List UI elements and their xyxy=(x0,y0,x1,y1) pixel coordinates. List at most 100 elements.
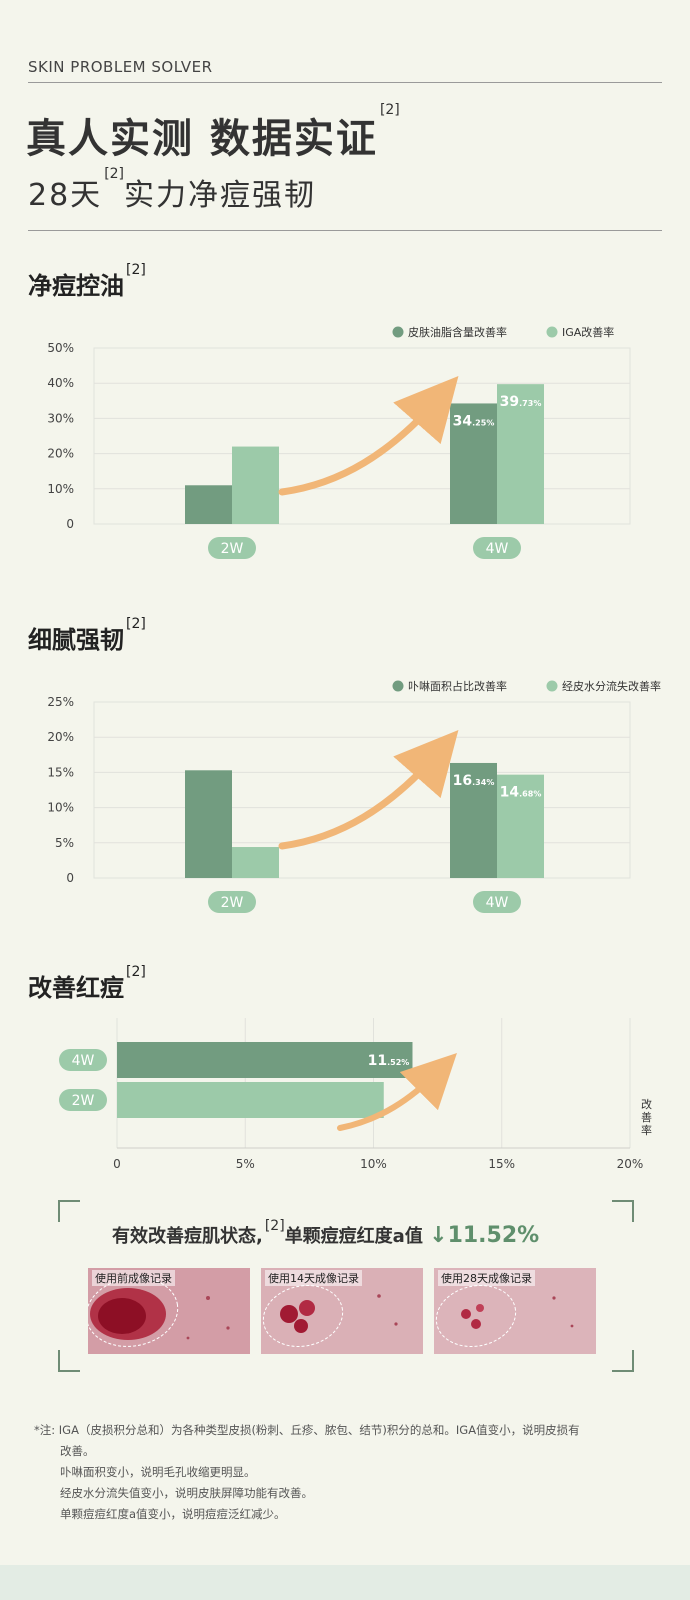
summary-value: 11.52% xyxy=(447,1223,540,1248)
red-acne-xtick: 0 xyxy=(113,1157,121,1171)
red-acne-ylabel: 改善率 xyxy=(641,1097,652,1137)
section-ref: [2] xyxy=(126,616,146,632)
headline-text: 真人实测 数据实证 xyxy=(26,116,378,162)
subhead-days: 28天 xyxy=(28,178,103,213)
red-acne-trend-arrow xyxy=(337,1053,457,1131)
page-title: 真人实测 数据实证[2] xyxy=(26,102,400,164)
oil-acne-ytick: 50% xyxy=(47,341,74,355)
oil-acne-bar xyxy=(497,384,544,524)
photo-14d-label: 使用14天成像记录 xyxy=(265,1270,362,1286)
footnotes: *注: IGA（皮损积分总和）为各种类型皮损(粉刺、丘疹、脓包、结节)积分的总和… xyxy=(34,1420,580,1525)
oil-acne-bar xyxy=(232,446,279,524)
oil-acne-ytick: 0 xyxy=(66,517,74,531)
oil-acne-legend-swatch xyxy=(546,326,558,338)
red-acne-xtick: 20% xyxy=(617,1157,644,1171)
oil-acne-category-pill xyxy=(208,537,256,559)
oil-acne-ytick: 20% xyxy=(47,447,74,461)
fine-strong-data-label: 14.68% xyxy=(500,785,542,801)
oil-acne-category-label: 4W xyxy=(486,541,509,557)
fine-strong-chart: 05%10%15%20%25%2W16.34%14.68%4W卟啉面积占比改善率… xyxy=(47,679,661,913)
bracket-top-right xyxy=(612,1200,634,1222)
summary-line: 有效改善痘肌状态, [2]单颗痘痘红度a值 ↓11.52% xyxy=(112,1218,540,1248)
red-acne-category-label: 4W xyxy=(72,1053,95,1069)
fine-strong-category-label: 2W xyxy=(221,895,244,911)
summary-text: 有效改善痘肌状态, xyxy=(112,1226,263,1247)
section-ref: [2] xyxy=(126,262,146,278)
oil-acne-ytick: 30% xyxy=(47,411,74,425)
oil-acne-bar xyxy=(185,485,232,524)
top-rule xyxy=(28,82,662,83)
header-rule xyxy=(28,230,662,231)
fine-strong-bar xyxy=(497,774,544,878)
fine-strong-category-pill xyxy=(473,891,521,913)
red-acne-xtick: 5% xyxy=(236,1157,255,1171)
oil-acne-trend-arrow xyxy=(278,375,459,496)
brand-label: SKIN PROBLEM SOLVER xyxy=(28,58,213,76)
fine-strong-ytick: 10% xyxy=(47,801,74,815)
bracket-bottom-right xyxy=(612,1350,634,1372)
page-subtitle: 28天[2]实力净痘强韧 xyxy=(28,166,317,214)
bracket-bottom-left xyxy=(58,1350,80,1372)
red-acne-bar xyxy=(117,1082,384,1118)
note-tewl: 经皮水分流失值变小，说明皮肤屏障功能有改善。 xyxy=(60,1486,313,1500)
section-title-acne-oil: 净痘控油[2] xyxy=(28,262,146,301)
red-acne-category-label: 2W xyxy=(72,1093,95,1109)
oil-acne-ytick: 40% xyxy=(47,376,74,390)
section-ref: [2] xyxy=(126,964,146,980)
oil-acne-category-pill xyxy=(473,537,521,559)
oil-acne-chart: 010%20%30%40%50%2W34.25%39.73%4W皮肤油脂含量改善… xyxy=(47,325,631,559)
red-acne-xtick: 10% xyxy=(360,1157,387,1171)
note-iga: *注: IGA（皮损积分总和）为各种类型皮损(粉刺、丘疹、脓包、结节)积分的总和… xyxy=(34,1423,580,1437)
section-title-text: 细腻强韧 xyxy=(28,626,124,654)
section-title-text: 净痘控油 xyxy=(28,272,124,300)
fine-strong-ytick: 25% xyxy=(47,695,74,709)
section-title-fine-strong: 细腻强韧[2] xyxy=(28,616,146,655)
fine-strong-legend-label: 经皮水分流失改善率 xyxy=(562,679,661,693)
summary-text2: 单颗痘痘红度a值 xyxy=(284,1226,423,1247)
note-redness: 单颗痘痘红度a值变小，说明痘痘泛红减少。 xyxy=(60,1507,286,1521)
bracket-top-left xyxy=(58,1200,80,1222)
oil-acne-data-label: 39.73% xyxy=(500,394,542,410)
oil-acne-legend-label: IGA改善率 xyxy=(562,325,614,339)
red-acne-xtick: 15% xyxy=(488,1157,515,1171)
fine-strong-plot-frame xyxy=(93,701,631,879)
note-iga-cont: 改善。 xyxy=(60,1444,95,1458)
oil-acne-legend-swatch xyxy=(392,326,404,338)
fine-strong-bar xyxy=(232,847,279,878)
headline-ref: [2] xyxy=(379,102,400,118)
photo-before: 使用前成像记录 xyxy=(88,1268,250,1354)
fine-strong-ytick: 20% xyxy=(47,730,74,744)
red-acne-chart: 0 5% 10% 15% 20% 11.52% 4W 2W 改善率 xyxy=(59,1018,652,1171)
oil-acne-legend-label: 皮肤油脂含量改善率 xyxy=(408,325,507,339)
photo-14d: 使用14天成像记录 xyxy=(261,1268,423,1354)
fine-strong-legend-swatch xyxy=(392,680,404,692)
fine-strong-ytick: 5% xyxy=(55,836,74,850)
subhead-text: 实力净痘强韧 xyxy=(124,178,317,213)
oil-acne-plot-frame xyxy=(93,347,631,525)
fine-strong-bar xyxy=(185,770,232,878)
fine-strong-legend-swatch xyxy=(546,680,558,692)
fine-strong-trend-arrow xyxy=(278,729,459,850)
red-acne-data-label: 11.52% xyxy=(368,1053,410,1069)
red-acne-category-pill xyxy=(59,1049,107,1071)
photo-28d-label: 使用28天成像记录 xyxy=(438,1270,535,1286)
oil-acne-category-label: 2W xyxy=(221,541,244,557)
fine-strong-category-pill xyxy=(208,891,256,913)
section-title-text: 改善红痘 xyxy=(28,974,124,1002)
down-arrow-icon: ↓ xyxy=(429,1223,448,1248)
footer-band xyxy=(0,1565,690,1600)
photo-before-label: 使用前成像记录 xyxy=(92,1270,175,1286)
photo-28d: 使用28天成像记录 xyxy=(434,1268,596,1354)
red-acne-category-pill xyxy=(59,1089,107,1111)
subhead-ref: [2] xyxy=(104,166,125,182)
fine-strong-ytick: 15% xyxy=(47,765,74,779)
summary-ref: [2] xyxy=(264,1218,285,1234)
note-porphyrin: 卟啉面积变小，说明毛孔收缩更明显。 xyxy=(60,1465,256,1479)
fine-strong-legend-label: 卟啉面积占比改善率 xyxy=(408,679,507,693)
fine-strong-category-label: 4W xyxy=(486,895,509,911)
section-title-red-acne: 改善红痘[2] xyxy=(28,964,146,1003)
fine-strong-ytick: 0 xyxy=(66,871,74,885)
red-acne-bar xyxy=(117,1042,413,1078)
oil-acne-ytick: 10% xyxy=(47,482,74,496)
